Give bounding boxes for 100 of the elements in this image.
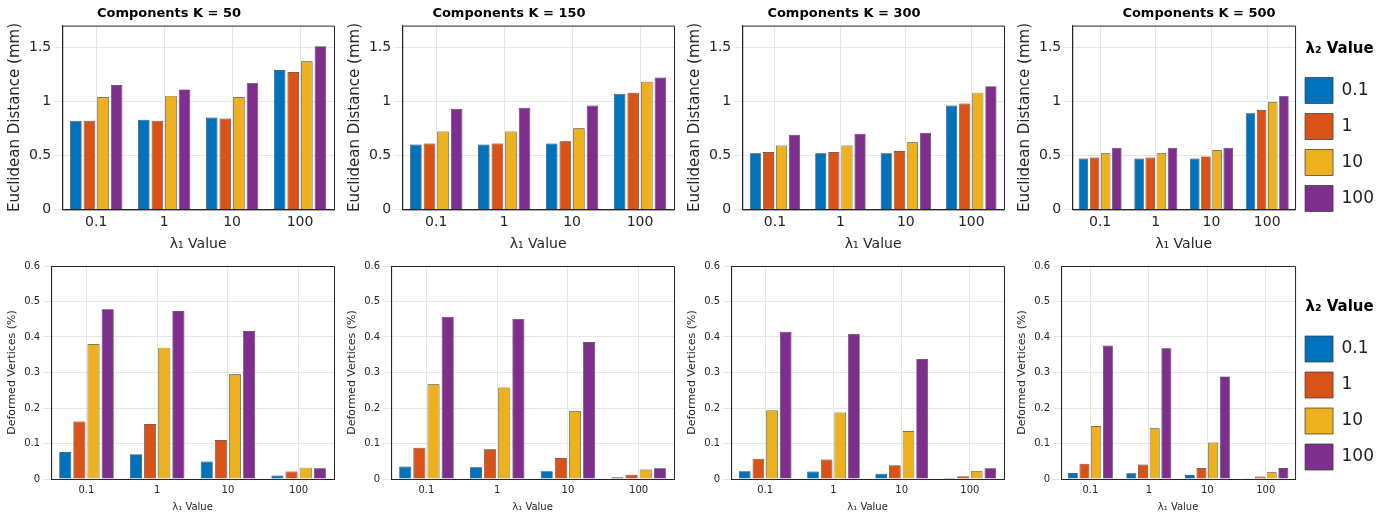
y-axis-title: Euclidean Distance (mm) bbox=[1014, 22, 1033, 213]
x-tick-label: 0.1 bbox=[757, 483, 774, 495]
x-tick-label: 1 bbox=[159, 213, 169, 230]
x-tick-label: 100 bbox=[960, 483, 980, 495]
y-tick-label: 1 bbox=[382, 91, 392, 108]
y-axis-title: Deformed Vertices (%) bbox=[345, 310, 359, 435]
y-tick-label: 0.2 bbox=[704, 401, 721, 413]
y-tick-label: 0.1 bbox=[24, 437, 41, 449]
legend-title: λ₂ Value bbox=[1305, 297, 1374, 316]
y-axis-title: Euclidean Distance (mm) bbox=[4, 22, 23, 213]
x-axis-title: λ₁ Value bbox=[847, 500, 888, 512]
legend-title: λ₂ Value bbox=[1305, 38, 1374, 57]
x-tick-label: 100 bbox=[1256, 483, 1276, 495]
y-tick-label: 0.2 bbox=[24, 401, 41, 413]
x-axis-title: λ₁ Value bbox=[512, 500, 553, 512]
x-tick-label: 1 bbox=[1151, 213, 1161, 230]
y-tick-label: 0.6 bbox=[1034, 259, 1051, 271]
y-tick-label: 0.1 bbox=[364, 437, 381, 449]
y-tick-label: 0.6 bbox=[364, 259, 381, 271]
y-tick-label: 0.5 bbox=[709, 145, 732, 162]
x-axis-title: λ₁ Value bbox=[1157, 500, 1199, 512]
x-tick-label: 1 bbox=[1145, 483, 1153, 495]
y-tick-label: 1 bbox=[1052, 91, 1062, 108]
y-axis-title: Euclidean Distance (mm) bbox=[344, 22, 363, 213]
x-tick-label: 100 bbox=[626, 213, 654, 230]
legend-label: 0.1 bbox=[1341, 78, 1369, 99]
x-axis-title: λ₁ Value bbox=[1155, 235, 1213, 252]
y-tick-label: 1 bbox=[722, 91, 732, 108]
chart-title: Components K = 500 bbox=[1122, 5, 1276, 21]
y-tick-label: 0.6 bbox=[704, 259, 721, 271]
x-tick-label: 0.1 bbox=[763, 213, 787, 230]
y-tick-label: 0 bbox=[713, 472, 721, 484]
y-tick-label: 0.2 bbox=[364, 401, 381, 413]
x-axis-title: λ₁ Value bbox=[172, 500, 213, 512]
legend-label: 10 bbox=[1341, 150, 1364, 171]
y-tick-label: 0.5 bbox=[364, 295, 381, 307]
x-tick-label: 1 bbox=[494, 483, 501, 495]
chart-title: Components K = 300 bbox=[767, 5, 921, 21]
y-axis-title: Deformed Vertices (%) bbox=[1015, 310, 1029, 435]
x-tick-label: 0.1 bbox=[1082, 483, 1099, 495]
y-axis-title: Deformed Vertices (%) bbox=[5, 310, 19, 435]
x-tick-label: 0.1 bbox=[85, 213, 108, 230]
y-tick-label: 1.5 bbox=[709, 37, 732, 54]
x-tick-label: 100 bbox=[1253, 213, 1281, 230]
y-tick-label: 0.3 bbox=[24, 366, 41, 378]
y-tick-label: 0 bbox=[42, 200, 52, 217]
y-tick-label: 0 bbox=[382, 200, 392, 217]
x-tick-label: 10 bbox=[563, 213, 582, 230]
y-tick-label: 0.4 bbox=[364, 330, 381, 342]
x-tick-label: 10 bbox=[561, 483, 575, 495]
y-tick-label: 0.5 bbox=[369, 145, 392, 162]
y-tick-label: 1 bbox=[42, 91, 52, 108]
x-tick-label: 100 bbox=[289, 483, 309, 495]
legend-label: 0.1 bbox=[1341, 337, 1369, 358]
y-tick-label: 0 bbox=[722, 200, 732, 217]
x-tick-label: 0.1 bbox=[78, 483, 95, 495]
chart-title: Components K = 50 bbox=[96, 5, 242, 21]
y-tick-label: 0.3 bbox=[704, 366, 721, 378]
x-tick-label: 100 bbox=[957, 213, 985, 230]
x-tick-label: 10 bbox=[1200, 483, 1214, 495]
y-tick-label: 1.5 bbox=[29, 37, 52, 54]
y-tick-label: 0 bbox=[33, 472, 41, 484]
x-tick-label: 0.1 bbox=[1088, 213, 1112, 230]
y-tick-label: 0.3 bbox=[1034, 366, 1051, 378]
y-tick-label: 0.6 bbox=[24, 259, 41, 271]
x-tick-label: 0.1 bbox=[425, 213, 448, 230]
x-tick-label: 1 bbox=[835, 213, 845, 230]
y-tick-label: 0.4 bbox=[1034, 330, 1051, 342]
x-tick-label: 10 bbox=[221, 483, 235, 495]
x-tick-label: 10 bbox=[223, 213, 242, 230]
legend-label: 100 bbox=[1341, 186, 1375, 207]
y-tick-label: 0.2 bbox=[1034, 401, 1051, 413]
legend-label: 1 bbox=[1341, 114, 1353, 135]
y-tick-label: 0 bbox=[1052, 200, 1062, 217]
x-axis-title: λ₁ Value bbox=[844, 235, 902, 252]
x-tick-label: 100 bbox=[286, 213, 314, 230]
legend-label: 10 bbox=[1341, 409, 1364, 430]
x-tick-label: 0.1 bbox=[418, 483, 435, 495]
y-tick-label: 0.5 bbox=[24, 295, 41, 307]
x-tick-label: 10 bbox=[895, 483, 909, 495]
chart-title: Components K = 150 bbox=[432, 5, 586, 21]
y-tick-label: 1.5 bbox=[1039, 37, 1062, 54]
y-tick-label: 0 bbox=[1043, 472, 1051, 484]
y-tick-label: 0.4 bbox=[24, 330, 41, 342]
y-tick-label: 0.1 bbox=[1034, 437, 1051, 449]
y-tick-label: 0.5 bbox=[29, 145, 52, 162]
x-axis-title: λ₁ Value bbox=[509, 235, 567, 252]
y-tick-label: 0.4 bbox=[704, 330, 721, 342]
x-tick-label: 1 bbox=[499, 213, 509, 230]
x-tick-label: 10 bbox=[1202, 213, 1221, 230]
x-tick-label: 10 bbox=[896, 213, 915, 230]
y-tick-label: 0.5 bbox=[1034, 295, 1051, 307]
x-tick-label: 1 bbox=[830, 483, 837, 495]
y-axis-title: Euclidean Distance (mm) bbox=[684, 22, 703, 213]
y-axis-title: Deformed Vertices (%) bbox=[685, 310, 699, 435]
legend-label: 1 bbox=[1341, 373, 1353, 394]
legend-label: 100 bbox=[1341, 445, 1375, 466]
x-tick-label: 1 bbox=[154, 483, 161, 495]
x-tick-label: 100 bbox=[629, 483, 649, 495]
y-tick-label: 0 bbox=[373, 472, 381, 484]
